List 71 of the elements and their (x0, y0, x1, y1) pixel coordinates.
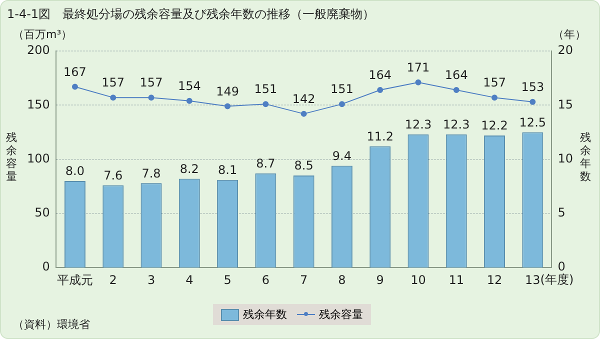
data-label: 12.3 (404, 118, 432, 132)
chart-title: 1-4-1図 最終処分場の残余容量及び残余年数の推移（一般廃棄物） (7, 6, 375, 23)
data-label: 12.5 (519, 115, 546, 130)
y2-tick-label: 10 (558, 151, 574, 166)
point (453, 86, 460, 93)
legend-label: 残余容量 (319, 307, 363, 322)
data-label: 167 (64, 64, 86, 79)
data-label: 7.6 (104, 168, 123, 182)
data-label: 151 (254, 82, 278, 96)
data-label: 7.8 (142, 166, 161, 180)
point (377, 86, 384, 93)
data-label: 171 (406, 60, 430, 75)
data-label: 9.4 (332, 148, 352, 163)
data-label: 12.3 (443, 118, 470, 132)
y2-tick-label: 0 (558, 260, 566, 274)
x-axis-title: (年度) (540, 272, 574, 287)
x-tick-label: 9 (376, 272, 384, 287)
data-label: 153 (521, 80, 544, 94)
data-label: 8.2 (180, 162, 199, 176)
data-label: 12.2 (481, 118, 508, 133)
data-label: 8.0 (65, 164, 85, 178)
y2-tick-label: 5 (558, 206, 566, 220)
y-tick-label: 50 (34, 206, 50, 220)
data-label: 164 (444, 68, 468, 82)
point (224, 103, 231, 110)
data-label: 151 (330, 82, 354, 96)
x-tick-label: 8 (338, 272, 346, 287)
data-label: 154 (178, 78, 201, 93)
y-axis-title: 残余容量 (5, 131, 18, 183)
text: （資料）環境省 (13, 317, 90, 332)
data-label: 149 (216, 84, 239, 98)
data-label: 142 (292, 92, 316, 106)
data-label: 8.1 (218, 163, 238, 177)
data-label: 11.2 (366, 129, 394, 144)
y-tick-label: 150 (27, 97, 50, 112)
point (415, 79, 422, 86)
point (148, 94, 154, 101)
y-tick-label: 0 (42, 260, 50, 274)
data-label: 164 (368, 68, 392, 82)
point (300, 110, 307, 117)
x-tick-label: 平成元 (56, 272, 93, 287)
text: （年） (553, 27, 586, 42)
data-label: 8.5 (294, 158, 314, 173)
x-tick-label: 4 (186, 272, 194, 287)
point (492, 94, 498, 101)
x-tick-label: 5 (224, 272, 232, 287)
x-tick-label: 12 (486, 272, 502, 287)
x-tick-label: 7 (300, 272, 308, 287)
point (338, 101, 345, 108)
legend-label: 残余年数 (243, 307, 287, 322)
point (72, 84, 78, 90)
point (530, 98, 536, 105)
text: （百万m³） (13, 27, 72, 42)
data-label: 8.7 (256, 156, 276, 171)
data-label: 157 (102, 76, 125, 90)
point (110, 94, 116, 101)
y2-tick-label: 20 (558, 43, 574, 58)
x-tick-label: 13 (525, 272, 540, 287)
point (186, 98, 192, 104)
y-tick-label: 100 (27, 151, 50, 166)
x-tick-label: 6 (262, 272, 270, 287)
x-tick-label: 10 (410, 272, 426, 287)
x-tick-label: 3 (147, 272, 156, 287)
y-tick-label: 200 (27, 43, 50, 58)
data-label: 157 (483, 76, 506, 90)
x-tick-label: 2 (109, 272, 117, 287)
y2-axis-title: 残余年数 (579, 131, 592, 183)
y2-tick-label: 15 (558, 97, 574, 112)
x-tick-label: 11 (448, 272, 464, 287)
point (262, 101, 269, 108)
data-label: 157 (140, 76, 163, 90)
